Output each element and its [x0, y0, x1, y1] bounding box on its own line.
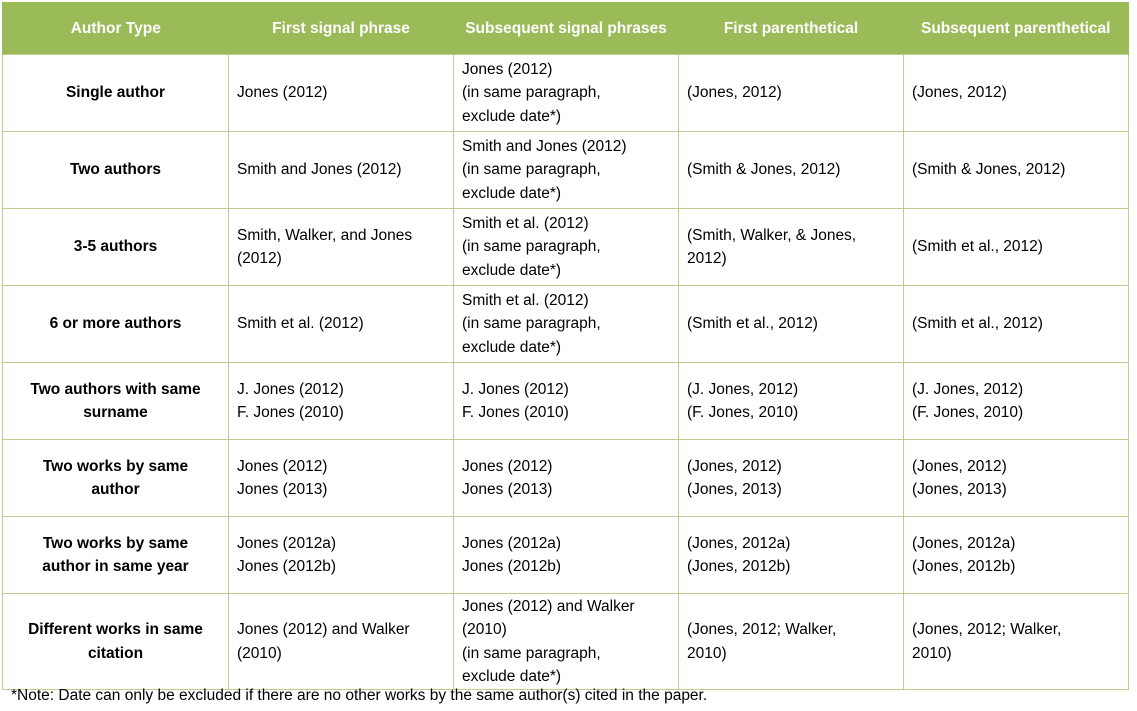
- first-parenthetical-cell: (Jones, 2012a) (Jones, 2012b): [678, 516, 904, 594]
- first-parenthetical-text: (Jones, 2012a) (Jones, 2012b): [687, 534, 791, 576]
- table-row: Different works in same citation Jones (2…: [2, 593, 1129, 690]
- first-signal-cell: Jones (2012): [228, 54, 454, 132]
- header-subsequent-parenthetical: Subsequent parenthetical: [903, 2, 1129, 55]
- author-type-text: 6 or more authors: [49, 315, 182, 333]
- subsequent-parenthetical-text: (Jones, 2012; Walker, 2010): [912, 621, 1062, 662]
- first-signal-text: Smith and Jones (2012): [237, 161, 402, 179]
- first-signal-text: Smith et al. (2012): [237, 315, 364, 333]
- author-type-text: Different works in same citation: [28, 621, 203, 662]
- subsequent-parenthetical-text: (Smith et al., 2012): [912, 315, 1043, 333]
- table-row: Two authors Smith and Jones (2012) Smith a…: [2, 131, 1129, 209]
- subsequent-signal-cell: Jones (2012) (in same paragraph, exclude…: [453, 54, 679, 132]
- author-type-cell: 3-5 authors: [2, 208, 229, 286]
- first-parenthetical-text: (Jones, 2012) (Jones, 2013): [687, 457, 782, 499]
- author-type-text: Two works by same author in same year: [42, 534, 189, 576]
- first-parenthetical-text: (J. Jones, 2012) (F. Jones, 2010): [687, 380, 799, 422]
- author-type-cell: Two authors with same surname: [2, 362, 229, 440]
- first-signal-cell: Smith and Jones (2012): [228, 131, 454, 209]
- subsequent-parenthetical-cell: (Jones, 2012; Walker, 2010): [903, 593, 1129, 690]
- header-row: Author Type First signal phrase Subseque…: [2, 2, 1129, 55]
- subsequent-parenthetical-text: (Jones, 2012): [912, 84, 1007, 102]
- author-type-text: Two authors with same surname: [30, 380, 201, 422]
- first-signal-cell: Jones (2012) and Walker (2010): [228, 593, 454, 690]
- first-signal-text: Jones (2012): [237, 84, 328, 102]
- first-parenthetical-text: (Smith & Jones, 2012): [687, 161, 841, 179]
- first-signal-text: Jones (2012) Jones (2013): [237, 457, 328, 499]
- subsequent-parenthetical-cell: (Smith et al., 2012): [903, 285, 1129, 363]
- subsequent-signal-text: Smith and Jones (2012) (in same paragrap…: [462, 137, 627, 202]
- subsequent-signal-text: Jones (2012) (in same paragraph, exclude…: [462, 60, 601, 125]
- subsequent-signal-cell: J. Jones (2012) F. Jones (2010): [453, 362, 679, 440]
- author-type-text: Single author: [65, 84, 166, 102]
- header-subsequent-signal-phrases: Subsequent signal phrases: [453, 2, 679, 55]
- subsequent-parenthetical-text: (Jones, 2012a) (Jones, 2012b): [912, 534, 1016, 576]
- table-row: 6 or more authors Smith et al. (2012) Smit…: [2, 285, 1129, 363]
- author-type-cell: Single author: [2, 54, 229, 132]
- subsequent-signal-text: Smith et al. (2012) (in same paragraph, …: [462, 291, 601, 356]
- citation-table-container: Author Type First signal phrase Subseque…: [2, 2, 1129, 690]
- first-signal-cell: Smith et al. (2012): [228, 285, 454, 363]
- author-type-cell: Two works by same author: [2, 439, 229, 517]
- first-signal-cell: J. Jones (2012) F. Jones (2010): [228, 362, 454, 440]
- author-type-text: 3-5 authors: [73, 238, 158, 256]
- author-type-cell: 6 or more authors: [2, 285, 229, 363]
- first-parenthetical-cell: (Jones, 2012; Walker, 2010): [678, 593, 904, 690]
- subsequent-parenthetical-text: (Jones, 2012) (Jones, 2013): [912, 457, 1007, 499]
- first-parenthetical-cell: (Jones, 2012): [678, 54, 904, 132]
- first-signal-text: Jones (2012a) Jones (2012b): [237, 534, 337, 576]
- first-signal-text: J. Jones (2012) F. Jones (2010): [237, 380, 344, 422]
- first-parenthetical-text: (Smith, Walker, & Jones, 2012): [687, 226, 857, 268]
- first-parenthetical-text: (Smith et al., 2012): [687, 315, 818, 333]
- first-signal-text: Jones (2012) and Walker (2010): [237, 621, 410, 662]
- subsequent-parenthetical-cell: (Jones, 2012a) (Jones, 2012b): [903, 516, 1129, 594]
- first-parenthetical-cell: (J. Jones, 2012) (F. Jones, 2010): [678, 362, 904, 440]
- first-parenthetical-cell: (Jones, 2012) (Jones, 2013): [678, 439, 904, 517]
- first-signal-cell: Smith, Walker, and Jones (2012): [228, 208, 454, 286]
- subsequent-signal-cell: Smith and Jones (2012) (in same paragrap…: [453, 131, 679, 209]
- subsequent-parenthetical-cell: (Smith & Jones, 2012): [903, 131, 1129, 209]
- subsequent-signal-text: Jones (2012) and Walker (2010) (in same …: [462, 597, 635, 686]
- subsequent-signal-cell: Smith et al. (2012) (in same paragraph, …: [453, 285, 679, 363]
- subsequent-signal-text: Smith et al. (2012) (in same paragraph, …: [462, 214, 601, 279]
- table-row: Two authors with same surname J. Jones (2…: [2, 362, 1129, 440]
- subsequent-parenthetical-text: (Smith & Jones, 2012): [912, 161, 1066, 179]
- header-first-signal-phrase: First signal phrase: [228, 2, 454, 55]
- first-parenthetical-text: (Jones, 2012): [687, 84, 782, 102]
- author-type-text: Two works by same author: [42, 457, 189, 499]
- author-type-cell: Different works in same citation: [2, 593, 229, 690]
- first-parenthetical-cell: (Smith, Walker, & Jones, 2012): [678, 208, 904, 286]
- author-type-cell: Two works by same author in same year: [2, 516, 229, 594]
- first-parenthetical-text: (Jones, 2012; Walker, 2010): [687, 621, 837, 662]
- subsequent-parenthetical-cell: (Smith et al., 2012): [903, 208, 1129, 286]
- header-author-type: Author Type: [2, 2, 229, 55]
- first-signal-cell: Jones (2012a) Jones (2012b): [228, 516, 454, 594]
- subsequent-parenthetical-cell: (Jones, 2012): [903, 54, 1129, 132]
- table-body: Single author Jones (2012) Jones (2012) (i…: [2, 54, 1129, 690]
- table-row: Two works by same author Jones (2012) Jon…: [2, 439, 1129, 517]
- subsequent-parenthetical-text: (Smith et al., 2012): [912, 238, 1043, 256]
- table-row: Two works by same author in same year Jon…: [2, 516, 1129, 594]
- subsequent-signal-text: J. Jones (2012) F. Jones (2010): [462, 380, 569, 422]
- subsequent-signal-cell: Smith et al. (2012) (in same paragraph, …: [453, 208, 679, 286]
- first-parenthetical-cell: (Smith & Jones, 2012): [678, 131, 904, 209]
- subsequent-signal-text: Jones (2012) Jones (2013): [462, 457, 553, 499]
- first-signal-cell: Jones (2012) Jones (2013): [228, 439, 454, 517]
- subsequent-signal-cell: Jones (2012) and Walker (2010) (in same …: [453, 593, 679, 690]
- first-signal-text: Smith, Walker, and Jones (2012): [237, 226, 413, 268]
- table-header: Author Type First signal phrase Subseque…: [2, 2, 1129, 55]
- subsequent-signal-cell: Jones (2012a) Jones (2012b): [453, 516, 679, 594]
- author-type-cell: Two authors: [2, 131, 229, 209]
- header-first-parenthetical: First parenthetical: [678, 2, 904, 55]
- subsequent-signal-cell: Jones (2012) Jones (2013): [453, 439, 679, 517]
- subsequent-parenthetical-text: (J. Jones, 2012) (F. Jones, 2010): [912, 380, 1024, 422]
- table-row: 3-5 authors Smith, Walker, and Jones (201…: [2, 208, 1129, 286]
- subsequent-signal-text: Jones (2012a) Jones (2012b): [462, 534, 562, 576]
- footnote: *Note: Date can only be excluded if ther…: [11, 687, 708, 704]
- first-parenthetical-cell: (Smith et al., 2012): [678, 285, 904, 363]
- author-type-text: Two authors: [70, 161, 161, 179]
- subsequent-parenthetical-cell: (Jones, 2012) (Jones, 2013): [903, 439, 1129, 517]
- citation-table: Author Type First signal phrase Subseque…: [2, 2, 1129, 690]
- table-row: Single author Jones (2012) Jones (2012) (i…: [2, 54, 1129, 132]
- subsequent-parenthetical-cell: (J. Jones, 2012) (F. Jones, 2010): [903, 362, 1129, 440]
